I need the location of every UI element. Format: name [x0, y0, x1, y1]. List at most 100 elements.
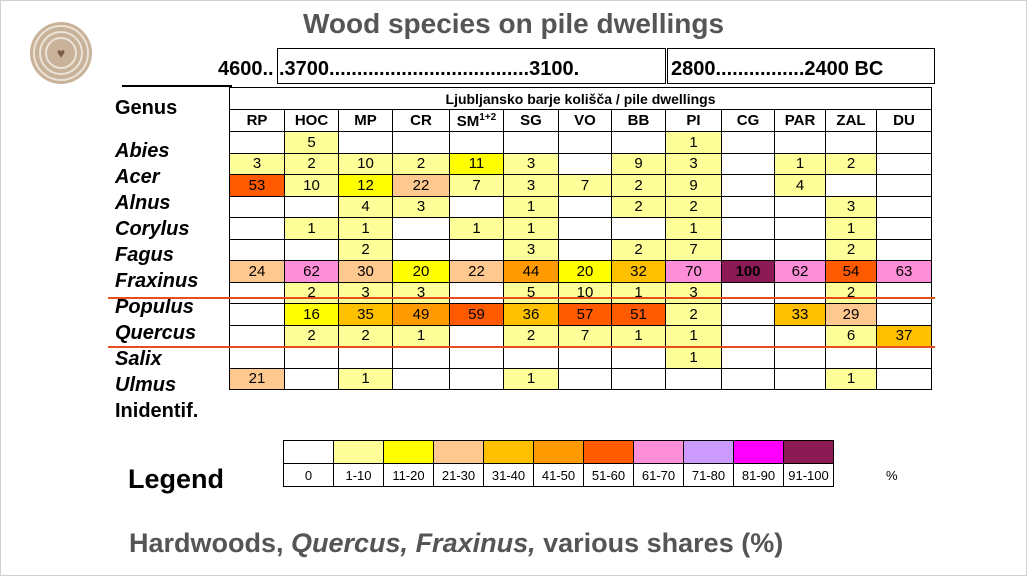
table-cell	[558, 195, 612, 218]
timeline-range-2: 2800................2400 BC	[671, 58, 884, 80]
table-cell: 62	[774, 260, 826, 283]
caption: Hardwoods, Quercus, Fraxinus, various sh…	[129, 528, 783, 559]
table-cell	[876, 367, 932, 390]
table-cell: 70	[665, 260, 722, 283]
site-header: ZAL	[825, 109, 877, 132]
timeline-range-1: .3700...................................…	[279, 58, 580, 80]
table-row: 53 10 12 22 7 3 7 2 9 4	[229, 174, 932, 197]
table-cell: 2	[284, 324, 339, 347]
table-cell: 1	[825, 217, 877, 240]
legend-label: 41-50	[533, 463, 584, 487]
caption-tail: various shares (%)	[535, 528, 784, 558]
table-cell	[284, 238, 339, 261]
table-cell	[449, 324, 504, 347]
group-header: Ljubljansko barje kolišča / pile dwellin…	[229, 87, 932, 110]
table-cell: 1	[338, 367, 393, 390]
table-cell	[229, 131, 285, 154]
table-cell: 3	[338, 281, 393, 304]
table-cell	[229, 281, 285, 304]
table-cell	[558, 346, 612, 369]
table-cell: 37	[876, 324, 932, 347]
legend-label: 31-40	[483, 463, 534, 487]
table-cell: 33	[774, 303, 826, 326]
table-cell: 10	[284, 174, 339, 197]
table-cell: 3	[503, 174, 559, 197]
table-cell: 3	[392, 195, 450, 218]
table-cell	[449, 195, 504, 218]
genus-label: Quercus	[115, 322, 197, 344]
table-cell	[392, 131, 450, 154]
table-cell	[338, 346, 393, 369]
genus-label: Acer	[115, 166, 160, 188]
table-cell	[825, 131, 877, 154]
table-cell	[558, 152, 612, 175]
site-header: CG	[721, 109, 775, 132]
table-cell	[721, 152, 775, 175]
table-cell: 22	[392, 174, 450, 197]
site-header: PI	[665, 109, 722, 132]
table-cell	[721, 238, 775, 261]
table-cell: 1	[665, 131, 722, 154]
table-cell: 9	[611, 152, 666, 175]
table-cell	[229, 217, 285, 240]
table-cell	[338, 131, 393, 154]
table-cell	[876, 238, 932, 261]
table-cell	[229, 195, 285, 218]
table-cell	[774, 238, 826, 261]
site-header: CR	[392, 109, 450, 132]
table-cell: 3	[665, 281, 722, 304]
highlight-line-top	[108, 297, 935, 299]
table-cell	[825, 174, 877, 197]
table-cell: 4	[338, 195, 393, 218]
table-cell	[449, 238, 504, 261]
table-cell: 3	[665, 152, 722, 175]
table-cell: 1	[665, 324, 722, 347]
table-cell	[611, 367, 666, 390]
table-cell: 1	[503, 217, 559, 240]
genus-label: Ulmus	[115, 374, 177, 396]
table-cell: 35	[338, 303, 393, 326]
table-cell: 2	[503, 324, 559, 347]
table-cell: 2	[825, 152, 877, 175]
legend-label: 0	[283, 463, 334, 487]
highlight-line-bottom	[108, 346, 935, 348]
table-cell	[392, 238, 450, 261]
table-cell: 2	[338, 324, 393, 347]
table-cell: 57	[558, 303, 612, 326]
table-cell: 36	[503, 303, 559, 326]
table-cell	[774, 195, 826, 218]
table-cell	[876, 281, 932, 304]
table-cell	[558, 367, 612, 390]
table-row: 2 2 1 2 7 1 1 6 37	[229, 324, 932, 347]
table-cell: 2	[611, 238, 666, 261]
site-header: SG	[503, 109, 559, 132]
site-header-row: RP HOC MP CR SM1+2 SG VO BB PI CG PAR ZAL DU	[229, 109, 932, 132]
table-cell: 2	[665, 303, 722, 326]
table-cell: 3	[503, 238, 559, 261]
table-cell	[449, 281, 504, 304]
table-cell: 10	[558, 281, 612, 304]
genus-label: Abies	[115, 140, 170, 162]
table-cell	[876, 346, 932, 369]
table-row: 3 2 10 2 11 3 9 3 1 2	[229, 152, 932, 175]
legend-label: 71-80	[683, 463, 734, 487]
table-cell	[721, 303, 775, 326]
table-cell	[611, 131, 666, 154]
table-cell: 2	[665, 195, 722, 218]
table-cell: 54	[825, 260, 877, 283]
legend-label: 51-60	[583, 463, 634, 487]
site-header: HOC	[284, 109, 339, 132]
legend-label: 91-100	[783, 463, 834, 487]
table-cell: 7	[665, 238, 722, 261]
table-cell: 3	[392, 281, 450, 304]
table-cell: 49	[392, 303, 450, 326]
site-name: SM	[456, 112, 480, 130]
table-cell	[721, 324, 775, 347]
genus-label: Corylus	[115, 218, 190, 240]
legend-label: 11-20	[383, 463, 434, 487]
caption-lead: Hardwoods,	[129, 528, 292, 558]
table-cell: 59	[449, 303, 504, 326]
table-cell: 16	[284, 303, 339, 326]
table-cell: 51	[611, 303, 666, 326]
table-cell: 3	[825, 195, 877, 218]
